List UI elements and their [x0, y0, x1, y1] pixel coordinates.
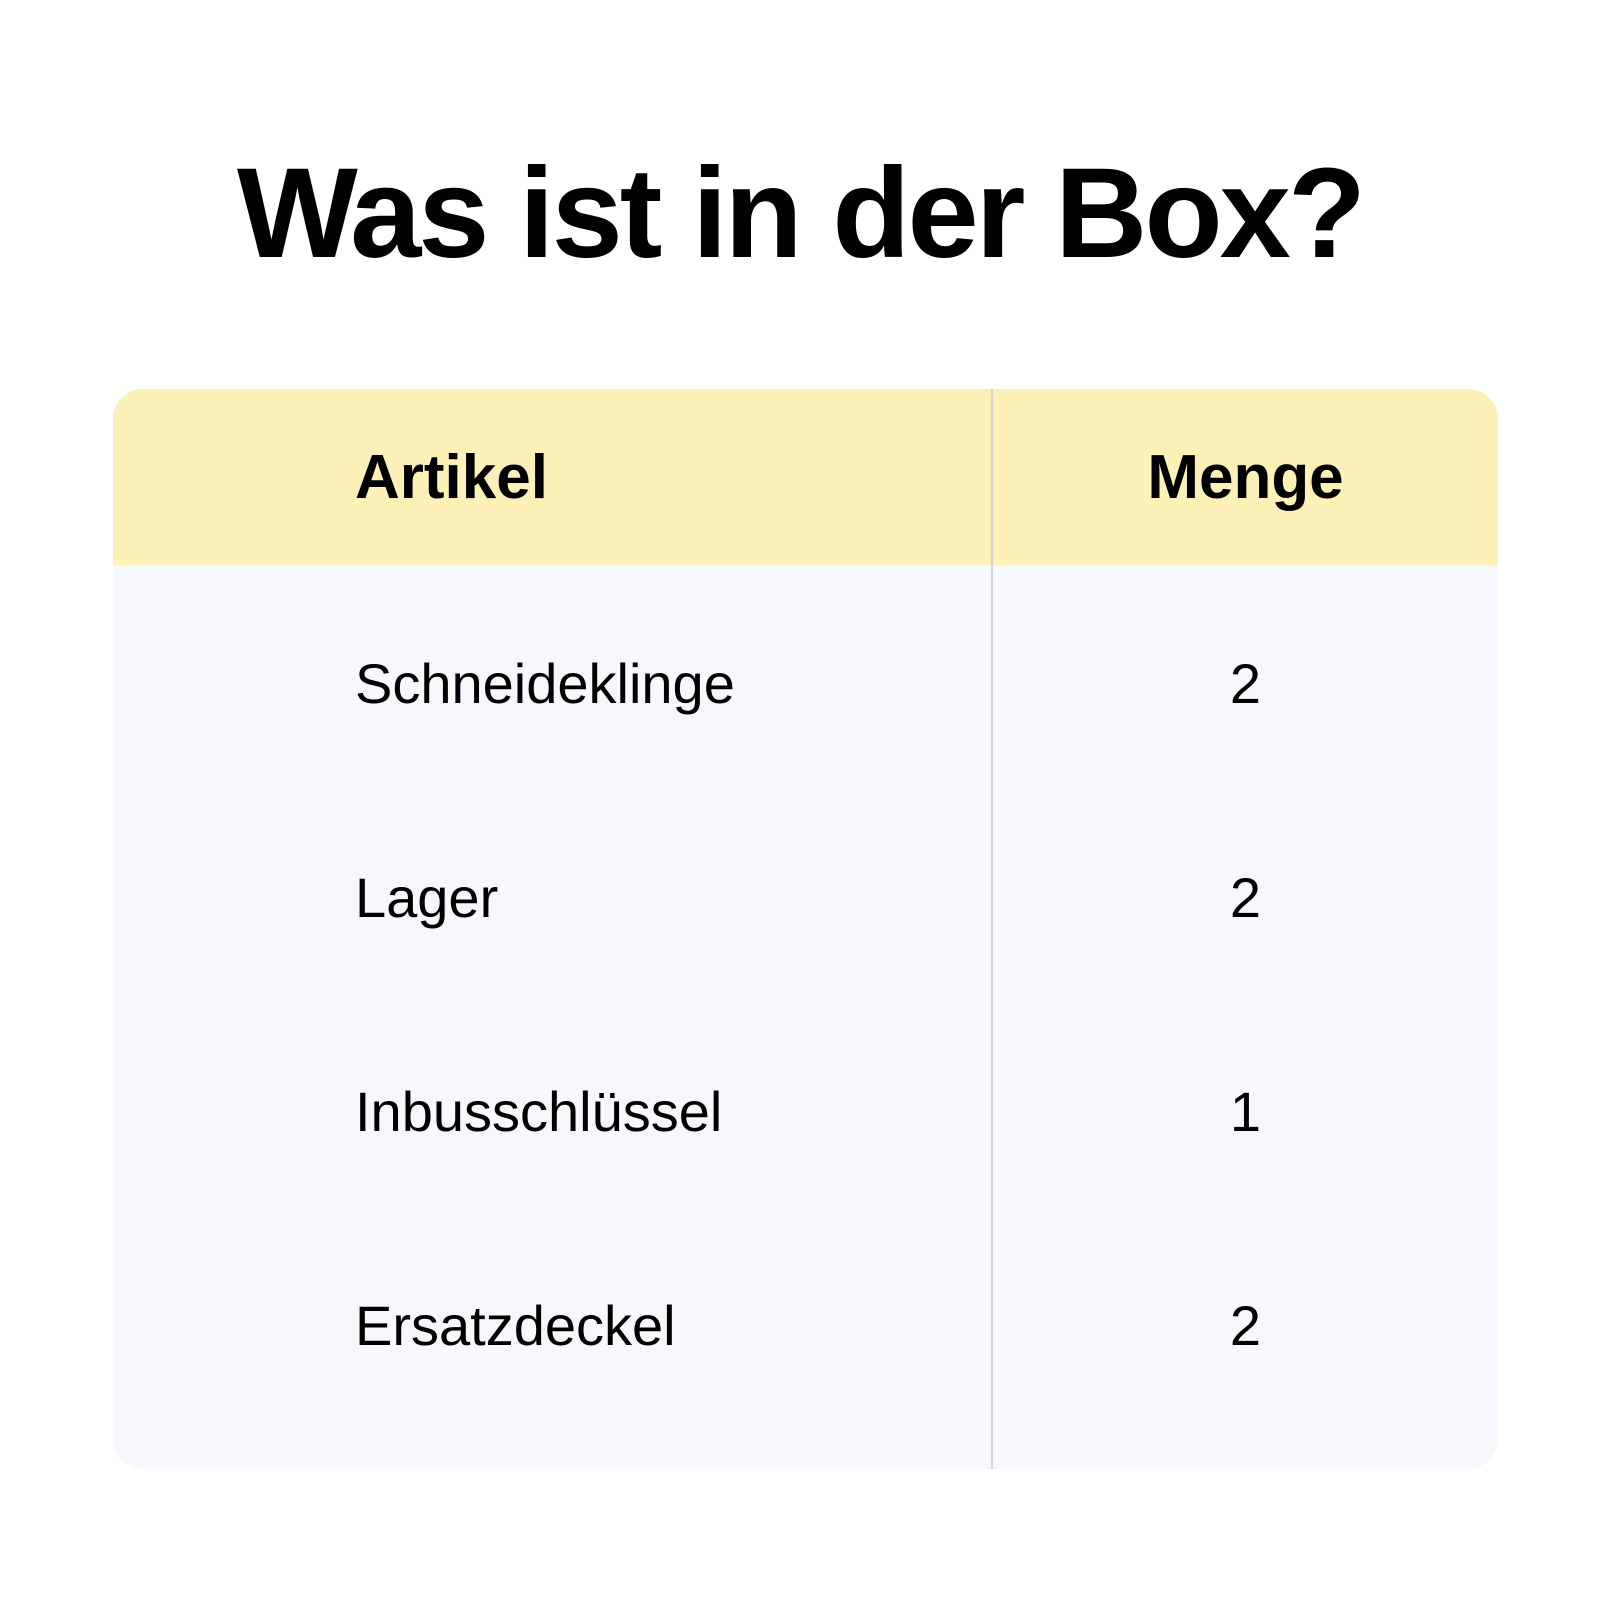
item-cell: Schneideklinge: [355, 651, 735, 715]
quantity-cell: 2: [1229, 865, 1262, 929]
table-header: [113, 389, 1498, 565]
item-cell: Ersatzdeckel: [355, 1293, 676, 1357]
item-cell: Lager: [355, 865, 499, 929]
quantity-cell: 1: [1229, 1079, 1262, 1143]
quantity-cell: 2: [1229, 1293, 1262, 1357]
quantity-cell: 2: [1229, 651, 1262, 715]
header-cell: Menge: [1147, 442, 1344, 512]
title: Was ist in der Box?: [237, 142, 1366, 285]
item-cell: Inbusschlüssel: [355, 1079, 723, 1143]
column-divider: [991, 389, 993, 1469]
table: Artikel Menge Schneideklinge 2 Lager 2 Inbus…: [113, 389, 1498, 1469]
header-cell: Artikel: [355, 442, 548, 512]
